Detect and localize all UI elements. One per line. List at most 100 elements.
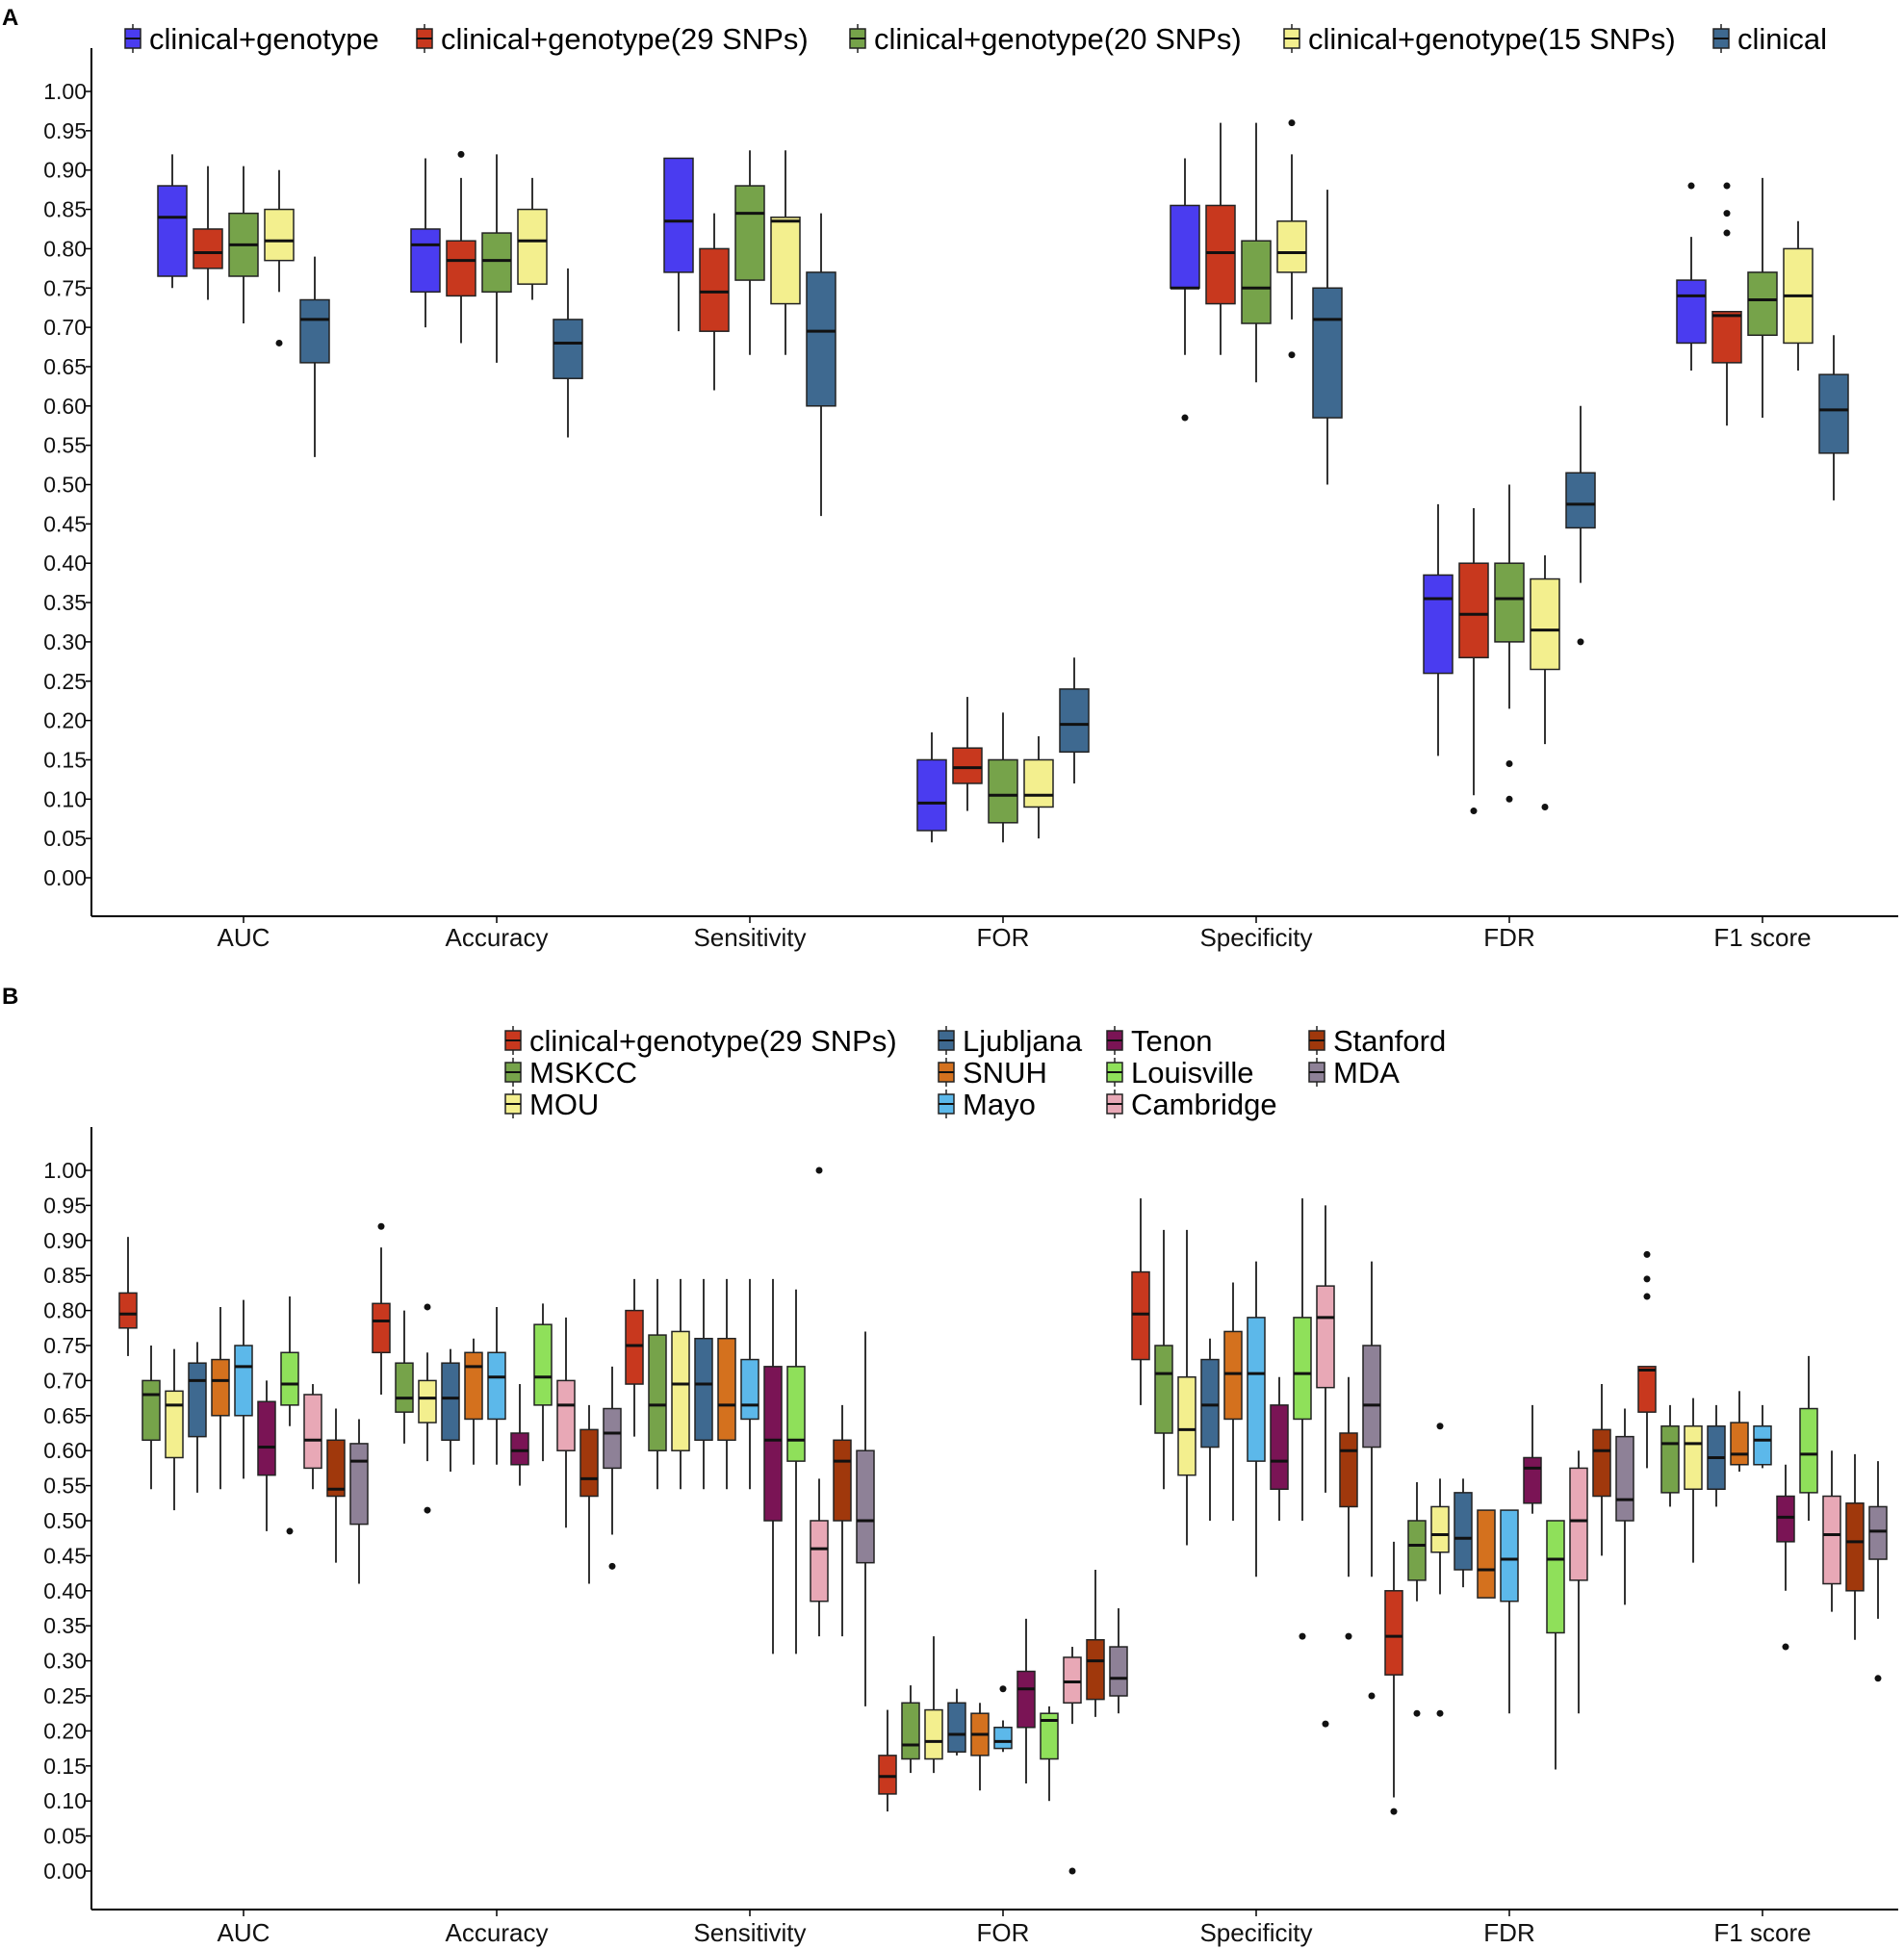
outlier-point	[1723, 210, 1731, 218]
box-body	[1040, 1712, 1059, 1760]
y-tick-label: 1.00	[43, 1158, 87, 1183]
box-body	[441, 1362, 460, 1442]
box-tenon-f1-score	[1776, 1464, 1795, 1651]
box-mskcc-for	[901, 1685, 920, 1774]
box-mda-auc	[349, 1419, 369, 1584]
box-body	[734, 185, 765, 281]
box-body	[916, 758, 947, 832]
box-body	[1523, 1456, 1542, 1504]
x-tick-label-auc: AUC	[218, 923, 270, 952]
box-body	[1241, 240, 1272, 324]
y-tick-label: 0.10	[43, 1788, 87, 1813]
box-body	[1200, 1358, 1220, 1449]
outlier-point	[1068, 1867, 1076, 1875]
box-mou-accuracy	[418, 1303, 437, 1514]
box-mayo-f1-score	[1753, 1404, 1772, 1469]
box-mayo-auc	[234, 1299, 253, 1479]
y-tick-label: 0.05	[43, 826, 87, 851]
y-tick-label: 0.25	[43, 669, 87, 694]
box-stanford-auc	[326, 1408, 346, 1563]
legend-item-ljubljana: Ljubljana	[938, 1024, 1083, 1058]
y-tick-label: 0.90	[43, 158, 87, 183]
box-body	[303, 1394, 322, 1470]
box-mskcc-specificity	[1154, 1229, 1173, 1490]
y-tick-label: 0.85	[43, 197, 87, 222]
outlier-point	[815, 1167, 823, 1174]
y-tick-label: 0.60	[43, 1438, 87, 1463]
legend-item-mayo: Mayo	[938, 1088, 1036, 1121]
box-body	[533, 1323, 553, 1406]
legend-label: clinical+genotype(20 SNPs)	[874, 22, 1242, 56]
box-body	[1205, 204, 1236, 305]
box-clinical-plus-genotype-20-snps-sensitivity	[734, 150, 765, 355]
legend-item-louisville: Louisville	[1106, 1056, 1254, 1090]
legend-label: MOU	[529, 1088, 599, 1121]
box-louisville-fdr	[1546, 1520, 1565, 1770]
box-body	[142, 1379, 161, 1442]
box-clinical-plus-genotype-29-snps-for	[878, 1709, 897, 1812]
box-body	[1565, 472, 1596, 529]
box-cambridge-f1-score	[1822, 1450, 1841, 1612]
outlier-point	[1643, 1250, 1651, 1258]
legend-label: Mayo	[963, 1088, 1036, 1121]
panel-b-y-axis: 0.00 0.05 0.10 0.15 0.20 0.25 0.30 0.35 0.40 0.45…	[43, 1127, 92, 1910]
x-tick-label-f1-score: F1 score	[1713, 1918, 1811, 1947]
outlier-point	[1368, 1692, 1376, 1700]
box-mskcc-accuracy	[395, 1310, 414, 1444]
y-tick-label: 0.50	[43, 473, 87, 498]
box-body	[556, 1379, 576, 1451]
y-tick-label: 0.55	[43, 1474, 87, 1499]
y-tick-label: 0.80	[43, 1298, 87, 1323]
box-clinical-plus-genotype-29-snps-specificity	[1131, 1198, 1150, 1405]
y-tick-label: 0.35	[43, 590, 87, 615]
y-tick-label: 0.45	[43, 1543, 87, 1568]
outlier-point	[608, 1562, 616, 1570]
box-mayo-for	[993, 1685, 1013, 1753]
panel-a-legend: clinical+genotype clinical+genotype(29 SN…	[124, 22, 1827, 56]
x-tick-label-accuracy: Accuracy	[446, 1918, 549, 1947]
box-clinical-plus-genotype-29-snps-fdr	[1458, 508, 1489, 815]
box-clinical-plus-genotype-20-snps-accuracy	[481, 154, 512, 363]
y-tick-label: 0.00	[43, 1859, 87, 1884]
box-body	[924, 1708, 943, 1760]
box-cambridge-for	[1063, 1647, 1082, 1875]
box-mayo-accuracy	[487, 1306, 506, 1465]
legend-item-clinical-plus-genotype-29-snps: clinical+genotype(29 SNPs)	[416, 22, 809, 56]
panel-a-boxplots	[157, 119, 1849, 843]
outlier-point	[1390, 1808, 1398, 1815]
box-mskcc-sensitivity	[648, 1278, 667, 1490]
box-body	[1615, 1435, 1634, 1522]
box-louisville-sensitivity	[786, 1289, 806, 1654]
box-mou-for	[924, 1636, 943, 1774]
legend-item-mda: MDA	[1308, 1056, 1400, 1090]
y-tick-label: 0.05	[43, 1824, 87, 1849]
y-tick-label: 0.90	[43, 1228, 87, 1253]
box-body	[299, 298, 330, 364]
y-tick-label: 1.00	[43, 79, 87, 104]
box-louisville-for	[1040, 1705, 1059, 1802]
box-body	[510, 1432, 529, 1466]
box-body	[188, 1362, 207, 1438]
box-body	[1170, 204, 1200, 289]
box-body	[264, 208, 295, 262]
box-stanford-f1-score	[1845, 1453, 1865, 1640]
box-clinical-plus-genotype-29-snps-sensitivity	[699, 213, 730, 391]
outlier-point	[424, 1506, 431, 1514]
box-louisville-auc	[280, 1296, 299, 1535]
box-body	[1086, 1639, 1105, 1701]
box-body	[1730, 1422, 1749, 1466]
outlier-point	[1181, 414, 1189, 422]
y-tick-label: 0.35	[43, 1613, 87, 1638]
box-clinical-plus-genotype-15-snps-accuracy	[517, 177, 548, 300]
box-mskcc-fdr	[1407, 1481, 1427, 1717]
outlier-point	[1723, 182, 1731, 190]
box-body	[464, 1351, 483, 1421]
box-body	[625, 1309, 644, 1385]
box-body	[1799, 1407, 1818, 1494]
box-clinical-plus-genotype-15-snps-specificity	[1276, 119, 1307, 359]
outlier-point	[1436, 1423, 1444, 1430]
outlier-point	[1723, 229, 1731, 237]
box-body	[1131, 1270, 1150, 1361]
y-tick-label: 0.65	[43, 354, 87, 379]
